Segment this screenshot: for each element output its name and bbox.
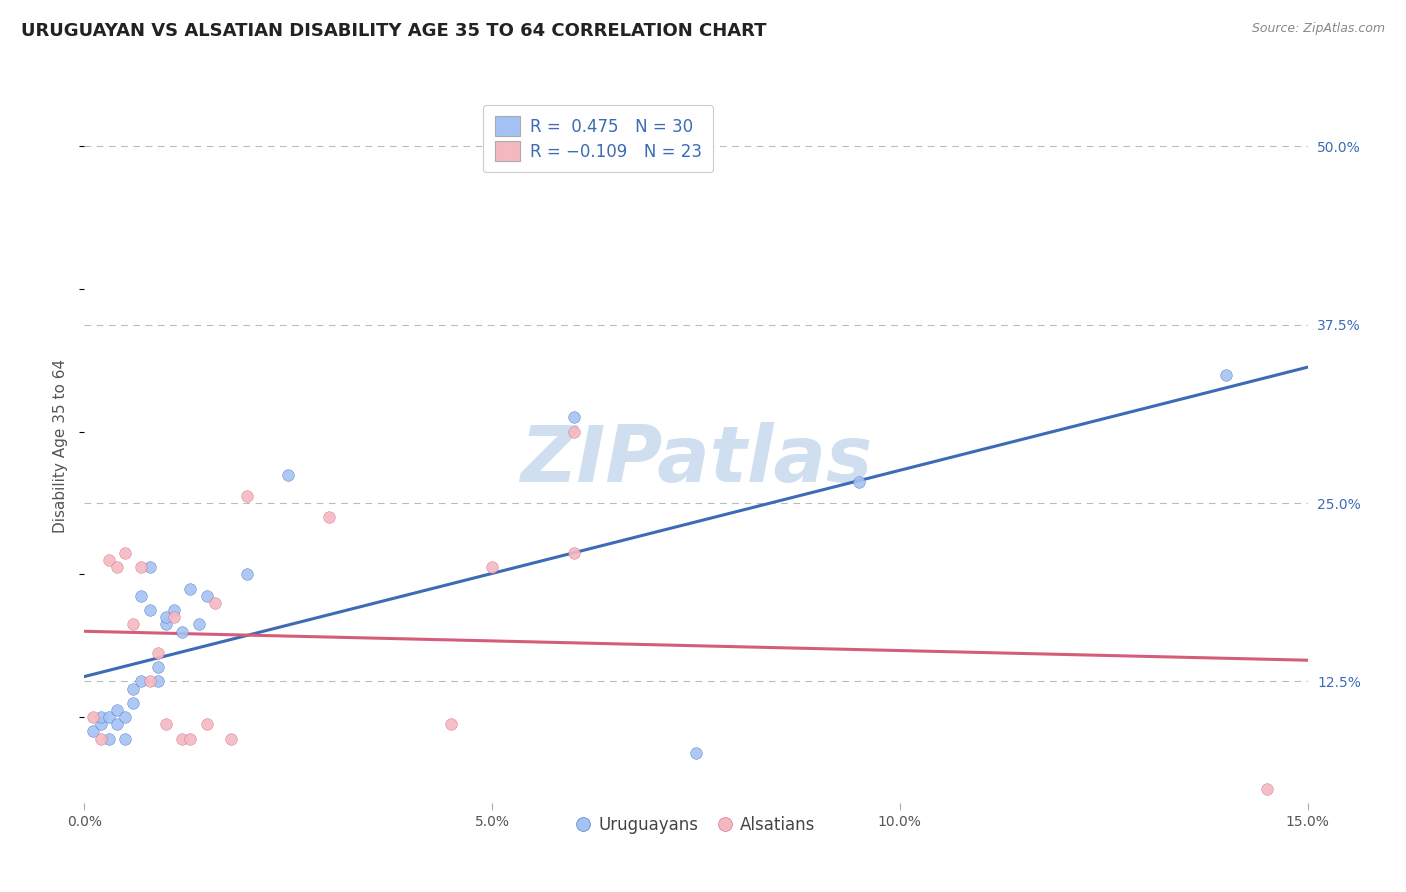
Point xyxy=(105,560,128,574)
Point xyxy=(146,646,169,660)
Point xyxy=(155,617,177,632)
Point xyxy=(163,603,186,617)
Point xyxy=(277,467,299,482)
Text: Source: ZipAtlas.com: Source: ZipAtlas.com xyxy=(1251,22,1385,36)
Point xyxy=(82,724,104,739)
Point xyxy=(97,553,120,567)
Point xyxy=(97,731,120,746)
Point xyxy=(131,560,153,574)
Text: URUGUAYAN VS ALSATIAN DISABILITY AGE 35 TO 64 CORRELATION CHART: URUGUAYAN VS ALSATIAN DISABILITY AGE 35 … xyxy=(21,22,766,40)
Point xyxy=(195,589,218,603)
Point xyxy=(155,610,177,624)
Point xyxy=(97,710,120,724)
Point xyxy=(138,674,160,689)
Point xyxy=(114,710,136,724)
Point xyxy=(90,710,112,724)
Y-axis label: Disability Age 35 to 64: Disability Age 35 to 64 xyxy=(53,359,69,533)
Point xyxy=(562,425,585,439)
Point xyxy=(122,617,145,632)
Point xyxy=(848,475,870,489)
Point xyxy=(318,510,340,524)
Point xyxy=(204,596,226,610)
Point xyxy=(481,560,503,574)
Point xyxy=(187,617,209,632)
Point xyxy=(122,696,145,710)
Point xyxy=(146,660,169,674)
Point xyxy=(179,731,201,746)
Point xyxy=(131,674,153,689)
Point xyxy=(1256,781,1278,796)
Point xyxy=(138,603,160,617)
Point xyxy=(146,674,169,689)
Point xyxy=(179,582,201,596)
Point xyxy=(562,410,585,425)
Point xyxy=(219,731,242,746)
Point xyxy=(685,746,707,760)
Point xyxy=(172,731,194,746)
Point xyxy=(155,717,177,731)
Point xyxy=(131,589,153,603)
Point xyxy=(105,717,128,731)
Point xyxy=(172,624,194,639)
Point xyxy=(90,731,112,746)
Point xyxy=(105,703,128,717)
Point xyxy=(114,731,136,746)
Point xyxy=(562,546,585,560)
Point xyxy=(90,717,112,731)
Legend: Uruguayans, Alsatians: Uruguayans, Alsatians xyxy=(569,810,823,841)
Point xyxy=(114,546,136,560)
Point xyxy=(440,717,463,731)
Point xyxy=(122,681,145,696)
Point xyxy=(236,489,259,503)
Point xyxy=(236,567,259,582)
Point xyxy=(138,560,160,574)
Point xyxy=(82,710,104,724)
Point xyxy=(1215,368,1237,382)
Point xyxy=(195,717,218,731)
Point xyxy=(163,610,186,624)
Text: ZIPatlas: ZIPatlas xyxy=(520,422,872,499)
